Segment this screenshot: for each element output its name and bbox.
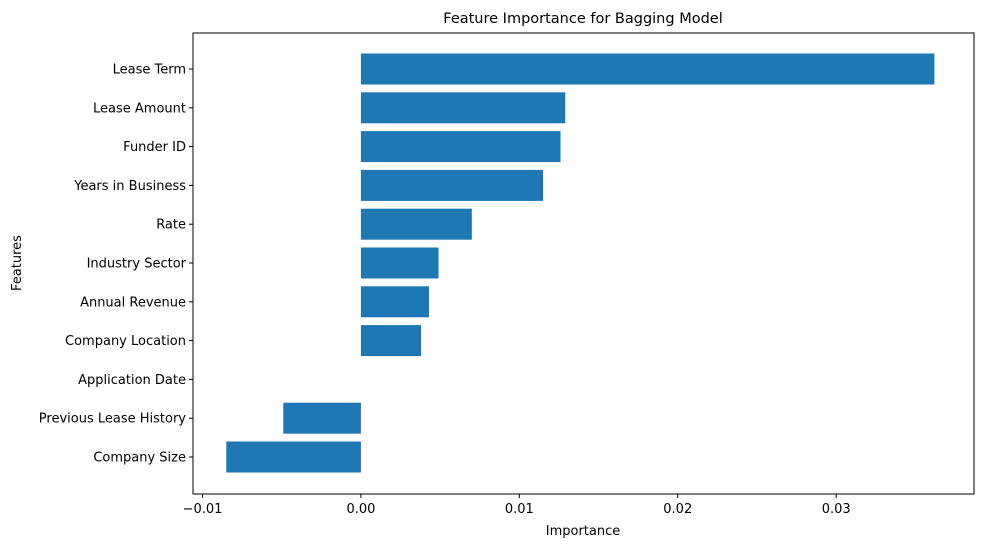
x-tick-label: −0.01 bbox=[183, 502, 223, 517]
x-axis-label: Importance bbox=[546, 524, 621, 539]
bar-funder-id bbox=[360, 131, 561, 163]
y-tick-label: Rate bbox=[156, 218, 186, 233]
bars-layer bbox=[226, 53, 935, 473]
x-tick-label: 0.03 bbox=[822, 502, 851, 517]
y-tick-label: Company Size bbox=[93, 451, 186, 466]
y-axis: Lease Term Lease Amount Funder ID Years in … bbox=[39, 63, 193, 466]
bar-rate bbox=[360, 208, 472, 240]
bar-company-location bbox=[360, 325, 422, 357]
bar-previous-lease-history bbox=[283, 402, 361, 434]
y-tick-label: Application Date bbox=[78, 373, 186, 388]
x-tick-label: 0.00 bbox=[346, 502, 375, 517]
x-tick-label: 0.01 bbox=[505, 502, 534, 517]
y-tick-label: Lease Term bbox=[113, 63, 186, 78]
bar-annual-revenue bbox=[360, 286, 430, 318]
bar-company-size bbox=[226, 441, 361, 473]
y-tick-label: Funder ID bbox=[123, 140, 186, 155]
y-tick-label: Annual Revenue bbox=[80, 295, 186, 310]
y-axis-label: Features bbox=[10, 235, 25, 291]
y-tick-label: Industry Sector bbox=[87, 257, 187, 272]
bar-years-in-business bbox=[360, 169, 544, 201]
x-axis: −0.01 0.00 0.01 0.02 0.03 bbox=[183, 494, 851, 517]
y-tick-label: Company Location bbox=[65, 334, 186, 349]
x-tick-label: 0.02 bbox=[663, 502, 692, 517]
y-tick-label: Years in Business bbox=[73, 179, 186, 194]
bar-lease-term bbox=[360, 53, 935, 85]
bar-lease-amount bbox=[360, 92, 566, 124]
y-tick-label: Lease Amount bbox=[93, 101, 186, 116]
y-tick-label: Previous Lease History bbox=[39, 412, 187, 427]
chart-title: Feature Importance for Bagging Model bbox=[443, 11, 722, 27]
bar-industry-sector bbox=[360, 247, 439, 279]
